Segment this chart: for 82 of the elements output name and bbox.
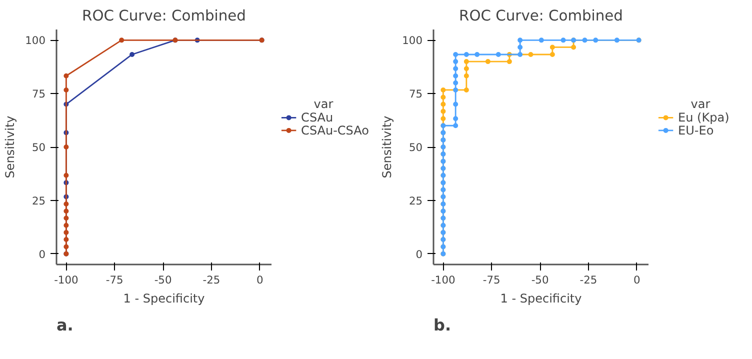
point <box>64 244 69 250</box>
y-tick-label: 100 <box>402 34 423 48</box>
point <box>64 237 69 242</box>
point <box>453 123 458 128</box>
legend-label: CSAu-CSAo <box>301 123 369 138</box>
point <box>464 66 469 72</box>
y-tick-label: 75 <box>408 88 423 101</box>
x-tick-label: -25 <box>202 274 220 286</box>
point <box>64 87 69 92</box>
text: a. <box>56 316 74 334</box>
point <box>593 38 598 43</box>
x-tick-label: 0 <box>633 274 640 286</box>
point <box>582 38 588 43</box>
point <box>453 87 458 92</box>
point <box>64 172 69 178</box>
y-tick-label: 50 <box>32 141 46 154</box>
point <box>474 52 480 57</box>
y-tick-label: 0 <box>416 248 423 261</box>
x-tick-label: -50 <box>154 274 172 286</box>
point <box>453 59 458 64</box>
point <box>64 73 69 78</box>
y-tick-label: 50 <box>408 141 423 154</box>
legend-label: CSAu <box>301 110 334 125</box>
point <box>440 116 446 122</box>
point <box>453 116 458 122</box>
point <box>440 102 446 107</box>
point <box>614 38 620 43</box>
point <box>453 73 458 78</box>
x-tick-label: -25 <box>580 274 598 286</box>
chart-title: ROC Curve: Combined <box>82 8 246 24</box>
point <box>64 144 69 150</box>
point <box>440 108 446 114</box>
x-tick-label: -75 <box>106 274 124 286</box>
y-tick-label: 25 <box>408 194 423 208</box>
legend-label: EU-Eo <box>678 123 714 138</box>
text: b. <box>434 316 452 334</box>
chart-title: ROC Curve: Combined <box>459 8 623 24</box>
point <box>119 38 124 43</box>
point <box>518 38 523 43</box>
point <box>496 52 501 57</box>
point <box>550 44 555 50</box>
x-tick-label: -75 <box>482 274 500 286</box>
point <box>64 216 69 221</box>
point <box>464 52 469 57</box>
point <box>518 44 523 50</box>
point <box>453 80 458 86</box>
legend-title: var <box>314 96 334 111</box>
point <box>538 38 544 43</box>
y-tick-label: 100 <box>25 34 46 48</box>
y-tick-label: 75 <box>32 88 46 101</box>
y-tick-label: 0 <box>38 248 46 261</box>
point <box>453 52 458 57</box>
point <box>453 66 458 72</box>
x-tick-label: -100 <box>54 274 78 286</box>
point <box>440 87 446 92</box>
y-axis-title: Sensitivity <box>3 116 18 178</box>
point <box>130 52 135 57</box>
point <box>506 59 512 64</box>
point <box>518 52 523 57</box>
y-axis-title: Sensitivity <box>380 116 394 178</box>
point <box>64 230 69 235</box>
point <box>64 208 69 214</box>
x-axis-title: 1 - Specificity <box>123 292 205 306</box>
point <box>440 94 446 100</box>
x-axis-title: 1 - Specificity <box>500 292 582 306</box>
x-tick-label: -100 <box>431 274 456 286</box>
point <box>64 202 69 207</box>
x-tick-label: -50 <box>531 274 549 286</box>
legend-label: Eu (Kpa) <box>678 110 730 125</box>
legend-title: var <box>690 96 710 111</box>
point <box>453 102 458 107</box>
point <box>464 73 469 78</box>
point <box>485 59 490 64</box>
point <box>464 87 469 92</box>
point <box>550 52 555 57</box>
point <box>560 38 566 43</box>
point <box>528 52 534 57</box>
point <box>571 44 576 50</box>
x-tick-label: 0 <box>256 274 264 286</box>
point <box>64 222 69 228</box>
point <box>464 59 469 64</box>
y-tick-label: 25 <box>32 194 46 208</box>
